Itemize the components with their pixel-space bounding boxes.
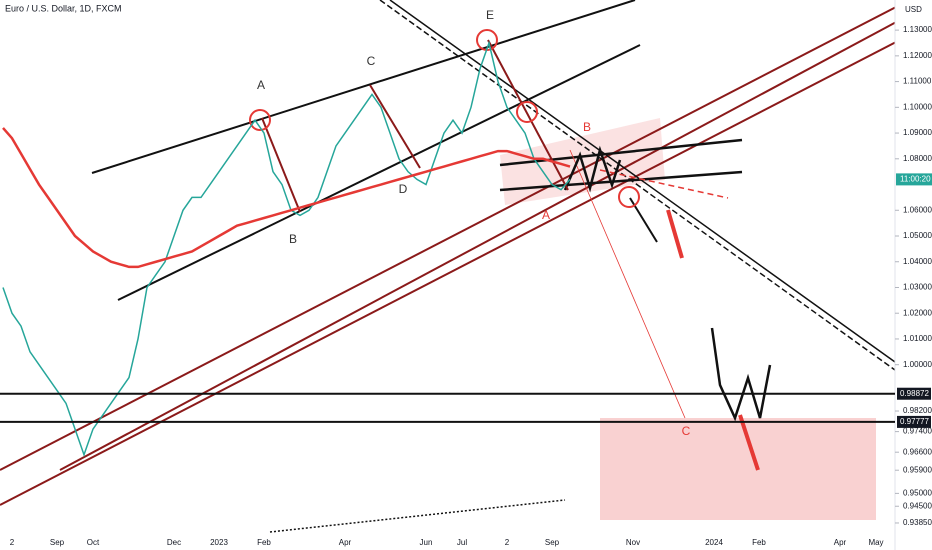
trendline xyxy=(599,169,729,199)
x-tick-label: 2 xyxy=(505,538,510,547)
x-tick-label: Nov xyxy=(626,538,640,547)
y-tick-label: 1.10000 xyxy=(903,102,932,111)
wave-label: C xyxy=(367,54,376,68)
y-tick-label: 1.03000 xyxy=(903,283,932,292)
level-tag-bg xyxy=(897,387,931,400)
x-tick-label: Sep xyxy=(50,538,65,547)
y-tick-label: 1.04000 xyxy=(903,257,932,266)
wave-arrow xyxy=(261,117,301,213)
x-tick-label: 2 xyxy=(10,538,15,547)
trendline xyxy=(117,44,641,301)
x-tick-label: 2023 xyxy=(210,538,228,547)
wave-label: A xyxy=(542,208,550,222)
wave-label: B xyxy=(583,120,591,134)
trendline xyxy=(91,0,636,174)
y-tick-label: 0.97400 xyxy=(903,427,932,436)
x-tick-label: Oct xyxy=(87,538,100,547)
y-tick-label: 0.96600 xyxy=(903,447,932,456)
circle xyxy=(516,101,538,123)
trendline xyxy=(0,4,901,471)
trendline xyxy=(379,0,896,371)
circle xyxy=(618,186,640,208)
y-tick-label: 0.95900 xyxy=(903,465,932,474)
circle xyxy=(249,109,271,131)
y-tick-label: 1.00000 xyxy=(903,360,932,369)
wave-label: E xyxy=(486,8,494,22)
price-tag-bg xyxy=(896,173,932,186)
y-tick-label: 0.95000 xyxy=(903,488,932,497)
y-tick-label: 0.94500 xyxy=(903,501,932,510)
x-tick-label: Jun xyxy=(420,538,433,547)
x-tick-label: May xyxy=(868,538,883,547)
zigzag xyxy=(710,327,772,422)
trendline xyxy=(389,0,896,363)
x-tick-label: 2024 xyxy=(705,538,723,547)
y-tick-label: 1.09000 xyxy=(903,128,932,137)
x-tick-label: Feb xyxy=(257,538,271,547)
level-tag: 0.97777 xyxy=(900,417,929,426)
trendline xyxy=(59,19,901,471)
trendline xyxy=(499,138,743,167)
wave-arrow xyxy=(369,84,421,169)
x-tick-label: Apr xyxy=(339,538,352,547)
y-tick-label: 1.12000 xyxy=(903,51,932,60)
target-zone xyxy=(600,418,876,520)
y-tick-label: 1.05000 xyxy=(903,231,932,240)
x-tick-label: Jul xyxy=(457,538,467,547)
trendline xyxy=(269,499,566,533)
x-tick-label: Dec xyxy=(167,538,181,547)
trendline xyxy=(499,170,743,192)
wave-label: A xyxy=(257,78,265,92)
price-tag: 11:00:20 xyxy=(900,174,931,183)
y-tick-label: 1.01000 xyxy=(903,334,932,343)
wave-label: C xyxy=(682,424,691,438)
wave-label: D xyxy=(399,182,408,196)
price-axis xyxy=(895,0,932,550)
x-tick-label: Sep xyxy=(545,538,560,547)
x-tick-label: Feb xyxy=(752,538,766,547)
y-tick-label: 1.06000 xyxy=(903,205,932,214)
level-tag: 0.98872 xyxy=(900,389,929,398)
arrow xyxy=(738,414,760,471)
arrow xyxy=(666,209,684,259)
y-tick-label: 0.93850 xyxy=(903,518,932,527)
wave-arrow xyxy=(487,39,569,191)
trendline xyxy=(0,39,901,506)
level-tag-bg xyxy=(897,415,931,428)
zigzag xyxy=(563,145,622,193)
series-line xyxy=(2,127,571,269)
projection xyxy=(569,149,686,419)
y-tick-label: 1.11000 xyxy=(903,77,932,86)
x-tick-label: Apr xyxy=(834,538,847,547)
y-tick-label: 1.13000 xyxy=(903,25,932,34)
y-tick-label: 0.98200 xyxy=(903,406,932,415)
y-tick-label: 1.02000 xyxy=(903,308,932,317)
y-tick-label: 1.08000 xyxy=(903,154,932,163)
chart-title: Euro / U.S. Dollar, 1D, FXCM xyxy=(5,3,122,13)
currency: USD xyxy=(905,5,922,14)
wave-label: B xyxy=(289,232,297,246)
